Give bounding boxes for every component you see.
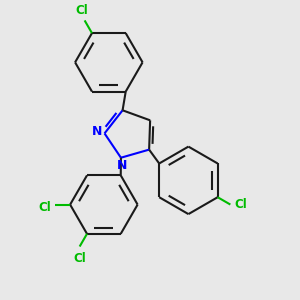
Text: Cl: Cl	[73, 252, 86, 265]
Text: N: N	[117, 159, 128, 172]
Text: Cl: Cl	[235, 198, 247, 211]
Text: Cl: Cl	[75, 4, 88, 17]
Text: N: N	[92, 125, 102, 138]
Text: Cl: Cl	[38, 201, 51, 214]
